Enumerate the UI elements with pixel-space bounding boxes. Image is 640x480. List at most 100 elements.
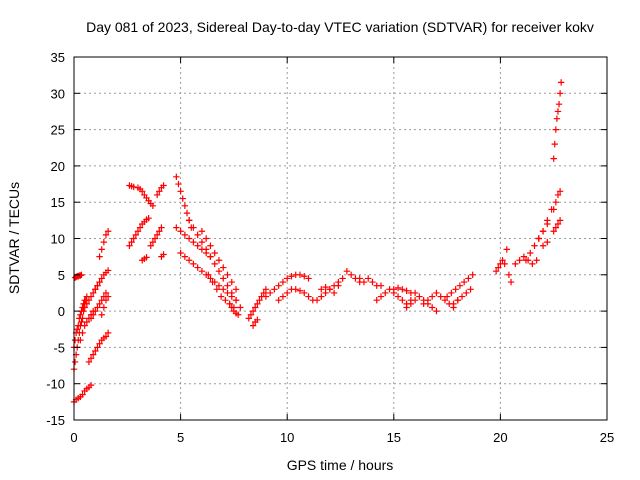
data-point xyxy=(177,188,184,195)
x-tick-label: 20 xyxy=(493,430,507,445)
data-point xyxy=(365,275,372,282)
data-point xyxy=(465,275,472,282)
data-point xyxy=(79,391,86,398)
data-point xyxy=(539,242,547,249)
series-arc-aj xyxy=(403,293,440,315)
data-point xyxy=(503,246,510,253)
data-point xyxy=(552,224,560,231)
data-point xyxy=(522,257,530,264)
data-point xyxy=(271,286,278,293)
data-point xyxy=(552,126,560,133)
data-point xyxy=(175,180,182,188)
data-point xyxy=(292,286,299,293)
data-point xyxy=(428,293,436,300)
series-arc-ai xyxy=(390,284,419,297)
data-point xyxy=(177,228,184,235)
data-point xyxy=(428,304,436,311)
data-point xyxy=(179,195,186,202)
data-point xyxy=(153,231,161,239)
data-point xyxy=(153,191,161,199)
data-point xyxy=(254,316,261,324)
data-point xyxy=(433,289,440,297)
data-point xyxy=(463,289,470,297)
data-point xyxy=(96,278,103,286)
data-point xyxy=(83,300,90,308)
data-point xyxy=(213,286,221,293)
data-point xyxy=(492,267,500,275)
data-point xyxy=(198,267,206,275)
data-point xyxy=(554,220,562,228)
series-arc-as xyxy=(539,238,551,249)
data-point xyxy=(102,297,110,304)
series-arc-aa xyxy=(249,316,261,329)
data-point xyxy=(499,257,506,264)
data-point xyxy=(198,228,206,235)
data-point xyxy=(87,381,95,389)
data-point xyxy=(89,351,97,358)
data-point xyxy=(266,289,274,297)
series-arc-g xyxy=(87,289,110,322)
data-point xyxy=(85,297,93,304)
data-point xyxy=(89,311,97,318)
series-arc-ap xyxy=(512,253,540,268)
data-point xyxy=(205,271,212,278)
data-point xyxy=(215,282,223,289)
data-point xyxy=(96,340,103,347)
data-point xyxy=(318,286,325,293)
data-point xyxy=(262,286,270,293)
data-point xyxy=(104,293,112,300)
series-arc-c xyxy=(70,297,88,351)
series-arc-y xyxy=(226,300,242,318)
data-point xyxy=(234,311,242,318)
series-arc-al xyxy=(443,271,476,300)
data-point xyxy=(226,300,233,308)
data-point xyxy=(220,264,227,271)
data-point xyxy=(411,289,419,297)
data-point xyxy=(98,275,105,282)
data-point xyxy=(228,278,235,286)
data-point xyxy=(305,275,312,282)
series-arc-r xyxy=(158,251,167,260)
series-arc-ac xyxy=(275,286,316,304)
data-point xyxy=(160,182,167,189)
data-point xyxy=(222,297,229,304)
y-tick-label: 10 xyxy=(51,232,65,247)
data-point xyxy=(194,264,201,271)
data-point xyxy=(94,304,101,311)
data-point xyxy=(85,358,93,366)
grid-layer xyxy=(74,57,607,420)
data-point xyxy=(553,115,561,122)
y-tick-label: 0 xyxy=(58,304,65,319)
data-point xyxy=(228,289,235,297)
data-point xyxy=(437,293,444,300)
data-point xyxy=(450,300,457,308)
data-point xyxy=(247,311,255,318)
data-point xyxy=(279,293,287,300)
series-arc-w xyxy=(198,228,240,293)
x-tick-label: 5 xyxy=(177,430,184,445)
data-point xyxy=(441,297,449,304)
data-point xyxy=(416,293,423,300)
series-arc-i xyxy=(92,267,112,293)
data-point xyxy=(550,155,557,162)
tick-layer: 0 5 10 15 20 25 -15 -10 -5 0 5 10 15 20 25 30 35 xyxy=(46,50,614,445)
data-point xyxy=(356,275,363,282)
data-point xyxy=(224,271,231,278)
data-point xyxy=(554,191,562,199)
series-arc-a xyxy=(71,271,85,281)
data-point xyxy=(394,284,402,292)
data-point xyxy=(322,283,329,291)
data-point xyxy=(132,231,140,239)
data-point xyxy=(343,267,351,275)
data-point xyxy=(313,297,321,304)
data-point xyxy=(94,282,101,289)
y-tick-label: 30 xyxy=(51,86,65,101)
data-point xyxy=(81,304,88,311)
data-point xyxy=(249,307,257,315)
data-point xyxy=(207,253,214,260)
data-point xyxy=(551,140,558,148)
data-point xyxy=(149,238,157,246)
data-point xyxy=(448,289,455,297)
data-point xyxy=(301,273,308,280)
data-point xyxy=(211,249,218,257)
